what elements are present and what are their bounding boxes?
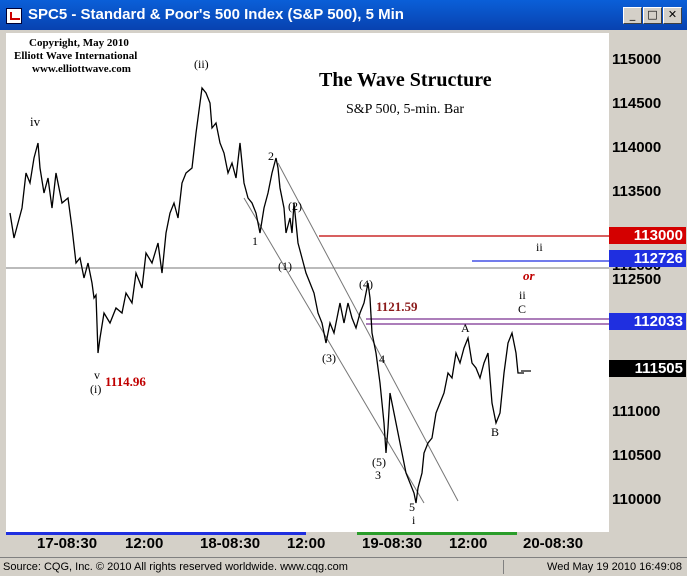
wave-i-paren-label: (i) xyxy=(90,382,102,396)
time-label: 18-08:30 xyxy=(200,535,261,552)
price-tick: 113500 xyxy=(612,183,662,200)
copyright-line-3: www.elliottwave.com xyxy=(32,63,131,75)
wave-4-label: 4 xyxy=(379,352,385,366)
price-bars xyxy=(9,86,524,504)
status-separator xyxy=(503,560,504,574)
wave-paren-4-label: (4) xyxy=(359,277,373,291)
wave-ii-label-a: ii xyxy=(536,240,543,254)
close-button[interactable]: ✕ xyxy=(663,7,682,24)
high-value-label: 1121.59 xyxy=(376,299,418,314)
minimize-button[interactable]: _ xyxy=(623,7,642,24)
copyright-line-1: Copyright, May 2010 xyxy=(29,37,129,49)
session-bar-blue xyxy=(6,532,306,535)
price-tick: 115000 xyxy=(612,51,662,68)
price-tick: 110500 xyxy=(612,447,662,464)
chart-area[interactable] xyxy=(6,33,609,532)
status-source-text: Source: CQG, Inc. © 2010 All rights rese… xyxy=(3,561,348,573)
wave-3-label: 3 xyxy=(375,468,381,482)
price-tick: 114000 xyxy=(612,139,662,156)
or-label: or xyxy=(523,268,535,283)
wave-5-label: 5 xyxy=(409,500,415,514)
price-tick: 112500 xyxy=(612,271,662,288)
price-box-blue: 112726 xyxy=(609,250,686,267)
price-tick: 111000 xyxy=(612,403,661,420)
copyright-line-2: Elliott Wave International xyxy=(14,50,138,62)
time-label: 12:00 xyxy=(449,535,488,552)
wave-C-label: C xyxy=(518,302,527,316)
wave-paren-2-label: (2) xyxy=(288,199,302,213)
price-axis[interactable] xyxy=(609,33,687,532)
session-bar-green xyxy=(357,532,517,535)
wave-paren-1-label: (1) xyxy=(278,259,292,273)
channel-upper-line xyxy=(277,162,459,502)
chart-headline: The Wave Structure xyxy=(319,69,492,91)
wave-1-label: 1 xyxy=(252,234,258,248)
price-tick: 114500 xyxy=(612,95,662,112)
wave-ii-paren-label: (ii) xyxy=(194,57,209,71)
price-chart-svg xyxy=(6,86,609,504)
wave-2-label: 2 xyxy=(268,149,274,163)
wave-B-label: B xyxy=(491,425,500,439)
time-label: 12:00 xyxy=(287,535,326,552)
time-label: 17-08:30 xyxy=(37,535,98,552)
window-title: SPC5 - Standard & Poor's 500 Index (S&P … xyxy=(28,6,404,23)
time-axis[interactable] xyxy=(6,532,609,555)
chart-subtitle: S&P 500, 5-min. Bar xyxy=(346,102,465,117)
time-label: 20-08:30 xyxy=(523,535,584,552)
time-label: 12:00 xyxy=(125,535,164,552)
wave-A-label: A xyxy=(461,321,470,335)
wave-i-label: i xyxy=(412,513,416,527)
channel-lower-line xyxy=(243,197,425,504)
wave-iv-label: iv xyxy=(30,114,41,129)
price-tick: 110000 xyxy=(612,491,662,508)
price-box-blue-2: 112033 xyxy=(609,313,686,330)
time-label: 19-08:30 xyxy=(362,535,423,552)
title-bar: SPC5 - Standard & Poor's 500 Index (S&P … xyxy=(0,0,687,30)
low-value-label: 1114.96 xyxy=(105,374,146,389)
app-icon xyxy=(6,8,22,24)
status-timestamp: Wed May 19 2010 16:49:08 xyxy=(547,561,682,573)
wave-v-label: v xyxy=(94,368,100,382)
status-bar: Source: CQG, Inc. © 2010 All rights rese… xyxy=(0,557,687,576)
price-tick-partial: 112650 xyxy=(612,263,662,273)
wave-paren-3-label: (3) xyxy=(322,351,336,365)
wave-paren-5-label: (5) xyxy=(372,455,386,469)
wave-ii-label-b: ii xyxy=(519,288,526,302)
price-box-red: 113000 xyxy=(609,227,686,244)
price-box-last: 111505 xyxy=(609,360,686,377)
maximize-button[interactable]: □ xyxy=(643,7,662,24)
